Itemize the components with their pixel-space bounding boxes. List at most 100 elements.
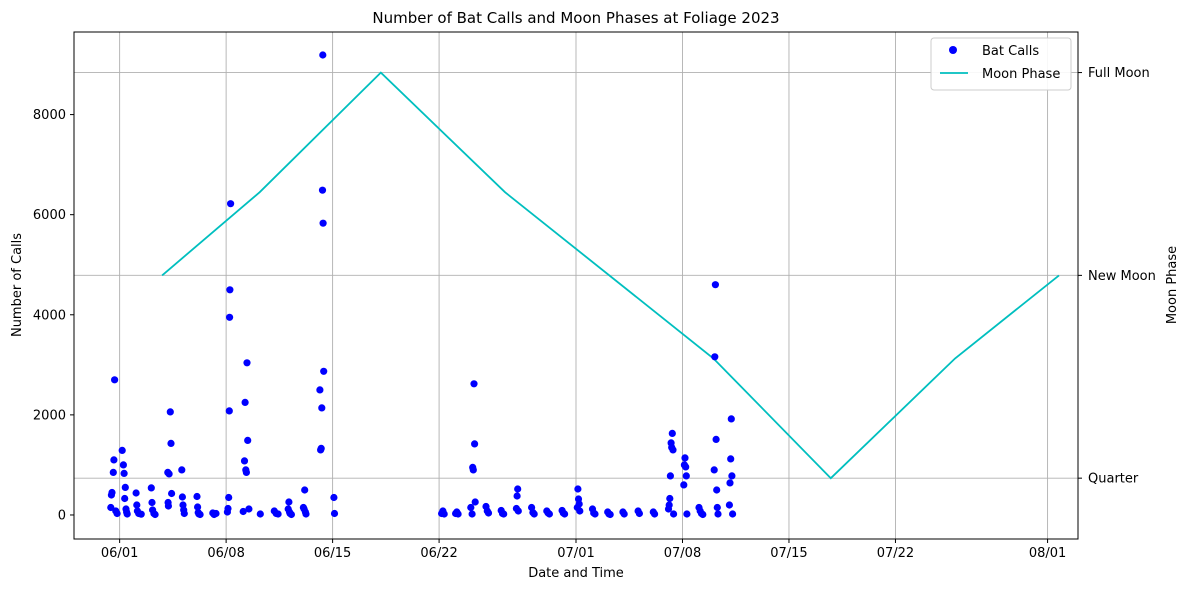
bat-call-point [226,286,234,294]
bat-call-point [699,510,707,519]
bat-call-point [109,468,117,476]
bat-call-point [168,489,176,498]
x-tick-label: 06/15 [314,546,351,561]
bat-call-point [245,505,253,513]
y-tick-label: 8000 [33,108,66,123]
bat-call-point [683,510,691,518]
bat-call-point [468,510,476,518]
bat-call-point [148,498,156,507]
x-tick-label: 06/22 [420,546,457,561]
bat-call-point [330,493,338,502]
legend-bat-calls-label: Bat Calls [982,44,1039,59]
bat-call-point [194,503,202,511]
bat-call-point [165,470,173,478]
y2-tick-label: Full Moon [1088,66,1150,81]
bat-call-point [121,494,129,503]
bat-call-point [712,435,720,443]
x-axis-ticks: 06/01 06/08 06/15 06/22 07/01 07/08 07/15 07/22… [101,539,1066,561]
bat-call-point [274,510,282,518]
bat-call-point [711,281,720,289]
bat-call-point [285,498,293,506]
bat-call-point [300,505,308,513]
bat-call-point [123,510,131,518]
bat-call-point [714,510,722,518]
bat-call-point [651,510,659,518]
bat-call-point [318,404,326,412]
bat-call-point [668,429,676,437]
bat-call-point [243,359,251,367]
bat-call-point [682,463,690,471]
bat-call-point [514,485,522,493]
bat-call-point [680,481,688,489]
bat-call-point [241,398,249,406]
bat-call-point [713,503,721,512]
bat-call-point [713,486,721,494]
x-tick-label: 06/01 [101,546,138,561]
bat-call-point [711,353,719,361]
bat-call-point [239,507,247,516]
legend-box [930,37,1072,91]
bat-call-point [726,479,734,487]
bat-call-point [196,510,204,519]
bat-call-point [469,466,477,474]
bat-call-point [164,502,172,510]
bat-call-point [635,509,644,518]
y2-tick-label: Quarter [1088,472,1139,487]
bat-call-point [108,488,116,497]
bat-call-point [224,504,232,513]
bat-call-point [225,493,233,502]
bat-call-point [727,415,735,423]
bat-call-point [574,485,582,493]
bat-call-point [606,510,614,519]
bat-call-point [132,489,140,497]
bat-call-point [513,492,521,500]
bat-call-point [470,380,478,388]
bat-call-point [454,510,462,518]
y2-axis-ticks: Full Moon New Moon Quarter [1078,66,1156,487]
x-tick-label: 07/08 [664,546,701,561]
bat-call-point [167,439,175,447]
bat-call-point [330,509,339,518]
bat-call-point [133,501,141,509]
bat-call-point [226,313,234,321]
bat-call-point [530,510,538,518]
bat-call-point [681,454,689,462]
bat-call-point [471,498,479,506]
bat-call-point [500,510,508,518]
bat-call-point [240,457,249,465]
x-tick-label: 07/22 [877,546,914,561]
y-tick-label: 4000 [33,308,66,323]
bat-call-point [225,407,233,415]
bat-call-point [710,466,718,474]
bat-call-point [301,486,309,494]
y-axis-label: Number of Calls [10,233,25,337]
bat-call-point [178,493,186,501]
bat-call-point [178,466,186,474]
legend: Bat Calls Moon Phase [930,37,1072,91]
x-tick-label: 08/01 [1029,546,1066,561]
y2-tick-label: New Moon [1088,269,1156,284]
bat-call-point [514,507,522,515]
bat-call-point [121,483,129,491]
y2-axis-label: Moon Phase [1165,246,1180,324]
x-tick-label: 07/15 [770,546,807,561]
bat-call-point [320,367,328,375]
bat-call-point [666,472,675,480]
bat-call-point [166,408,174,416]
bat-call-point [665,501,673,509]
bat-call-point [484,509,493,517]
bat-call-point [471,440,479,448]
bat-call-point [147,484,155,492]
y-axis-ticks: 0 2000 4000 6000 8000 [33,108,74,523]
bat-call-point [137,510,145,518]
y-tick-label: 2000 [33,408,66,423]
moon-phase-line [161,71,1060,480]
bat-call-point [440,510,448,518]
bat-call-point [575,500,583,508]
legend-moon-phase-label: Moon Phase [982,67,1060,82]
bat-call-point [180,509,188,518]
bat-call-point [151,510,159,519]
bat-call-point [728,472,736,480]
bat-calls-layer [107,51,737,519]
